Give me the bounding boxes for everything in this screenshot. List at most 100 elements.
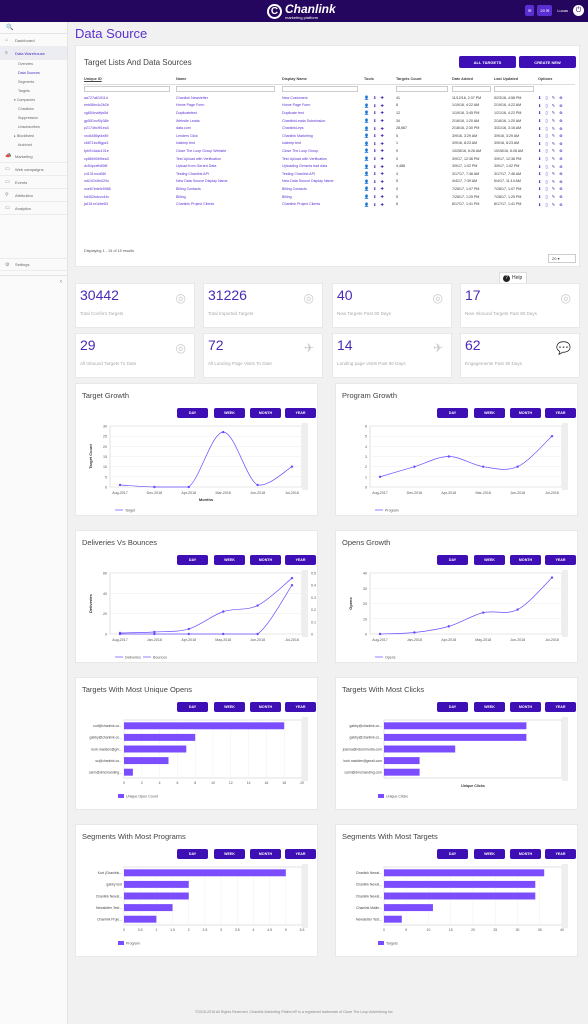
display-name-link[interactable]: Chanlink Project Clients [282,202,321,207]
period-day-button[interactable]: DAY [177,555,208,565]
data-point[interactable] [378,632,382,636]
sidebar-item-events[interactable]: ▭ Events [0,176,67,189]
data-point[interactable] [256,604,259,607]
filter-display-name-input[interactable] [282,86,359,93]
data-point[interactable] [516,465,519,468]
display-name-link[interactable]: ChanlinkLeys [282,126,304,131]
sidebar-search-icon[interactable]: 🔍 [0,22,67,34]
display-name-link[interactable]: Home Page Form [282,103,311,108]
column-header-last-updated[interactable]: Last Updated [493,74,537,85]
name-link[interactable]: Test Upload with Verification [176,156,221,161]
period-month-button[interactable]: MONTH [250,408,281,418]
unique-id-link[interactable]: m6102r4fn020o [84,179,110,184]
filter-targets-count-input[interactable] [396,86,448,93]
name-link[interactable]: Chanlink Project Clients [176,202,215,207]
period-day-button[interactable]: DAY [437,408,468,418]
sidebar-item-data-warehouse[interactable]: ≡ Data Warehouse [0,47,67,60]
data-point[interactable] [256,632,259,636]
data-point[interactable] [222,430,225,434]
chart-scrollbar[interactable] [302,717,308,781]
row-tools-icons[interactable]: 👤 ⬇ ✚ [364,110,386,116]
bar[interactable] [124,722,285,730]
data-point[interactable] [290,576,294,580]
name-link[interactable]: luisleep test [176,141,195,146]
name-link[interactable]: Website Leads [176,118,200,123]
power-icon[interactable]: ⏻ [573,5,584,16]
sidebar-item-settings[interactable]: ⚙ Settings [0,258,68,271]
display-name-link[interactable]: Uploading Gerards bad data [282,164,328,169]
row-options-icons[interactable]: ⬇ ▯ ✎ ⊗ [538,163,565,169]
chart-scrollbar[interactable] [562,864,568,928]
unique-id-link[interactable]: c4131rvcd08f [84,171,106,176]
row-options-icons[interactable]: ⬇ ▯ ✎ ⊗ [538,178,565,184]
row-tools-icons[interactable]: 👤 ⬇ ✚ [364,140,386,146]
row-options-icons[interactable]: ⬇ ▯ ✎ ⊗ [538,133,565,139]
bar[interactable] [124,915,157,923]
data-point[interactable] [256,483,259,487]
row-tools-icons[interactable]: 👤 ⬇ ✚ [364,163,386,169]
display-name-link[interactable]: Billing [282,194,292,199]
data-point[interactable] [290,465,294,468]
name-link[interactable]: New Data Source Display Name [176,179,228,184]
row-options-icons[interactable]: ⬇ ▯ ✎ ⊗ [538,171,565,177]
period-week-button[interactable]: WEEK [214,702,245,712]
row-options-icons[interactable]: ⬇ ▯ ✎ ⊗ [538,140,565,146]
data-point[interactable] [187,485,190,489]
unique-id-link[interactable]: cp88h90bfhea3 [84,156,109,161]
period-day-button[interactable]: DAY [177,408,208,418]
data-point[interactable] [153,630,156,634]
display-name-link[interactable]: Testing Chanlink API [282,171,315,176]
period-year-button[interactable]: YEAR [285,555,316,565]
notifications-button[interactable]: 20 ✉ [537,5,553,16]
period-year-button[interactable]: YEAR [545,555,576,565]
display-name-link[interactable]: New Customers [282,95,308,100]
username[interactable]: Lucas [557,8,568,13]
bar[interactable] [124,880,189,888]
sidebar-sub-chanlinks[interactable]: Chanlinks [18,107,34,111]
sidebar-sub-archived[interactable]: Archived [18,143,32,147]
row-tools-icons[interactable]: 👤 ⬇ ✚ [364,102,386,108]
row-options-icons[interactable]: ⬇ ▯ ✎ ⊗ [538,125,565,131]
chart-scrollbar[interactable] [302,570,308,637]
period-week-button[interactable]: WEEK [474,555,505,565]
unique-id-link[interactable]: gp551ncf0y38b [84,118,109,123]
name-link[interactable]: Upload from Gerard Data [176,164,217,169]
period-day-button[interactable]: DAY [177,849,208,859]
period-year-button[interactable]: YEAR [545,702,576,712]
sidebar-sub-data-sources[interactable]: Data Sources [18,71,40,75]
filter-unique-id-input[interactable] [84,86,170,93]
period-day-button[interactable]: DAY [437,849,468,859]
display-name-link[interactable]: New Data Source Display Name [282,179,334,184]
display-name-link[interactable]: Close The Loop Group [282,148,319,153]
filter-name-input[interactable] [176,86,275,93]
display-name-link[interactable]: Duplicate test [282,110,304,115]
display-name-link[interactable]: Chanlink Marketing [282,133,313,138]
data-point[interactable] [447,625,450,628]
all-targets-button[interactable]: ALL TARGETS [459,56,516,68]
period-day-button[interactable]: DAY [437,702,468,712]
period-week-button[interactable]: WEEK [474,702,505,712]
sidebar-sub-segments[interactable]: Segments [18,80,35,84]
row-tools-icons[interactable]: 👤 ⬇ ✚ [364,186,386,192]
period-month-button[interactable]: MONTH [510,849,541,859]
row-options-icons[interactable]: ⬇ ▯ ✎ ⊗ [538,194,565,200]
data-point[interactable] [187,632,190,636]
data-point[interactable] [153,485,156,489]
display-name-link[interactable]: Test Upload with Verification [282,156,327,161]
row-options-icons[interactable]: ⬇ ▯ ✎ ⊗ [538,186,565,192]
data-point[interactable] [413,465,416,468]
sidebar-item-dashboard[interactable]: ⌂ Dashboard [0,34,67,47]
chart-scrollbar[interactable] [562,570,568,637]
sidebar-sub-suppression[interactable]: Suppression [18,116,38,120]
filter-last-updated-input[interactable] [494,86,535,93]
data-point[interactable] [222,610,225,613]
period-year-button[interactable]: YEAR [285,702,316,712]
name-link[interactable]: data.com [176,126,191,131]
name-link[interactable]: Lenders Click [176,133,198,138]
column-header-unique-id[interactable]: Unique ID [83,74,175,85]
data-point[interactable] [187,627,190,631]
period-day-button[interactable]: DAY [437,555,468,565]
period-year-button[interactable]: YEAR [545,849,576,859]
data-point[interactable] [447,455,450,458]
unique-id-link[interactable]: vxd4486yt4e89 [84,133,109,138]
